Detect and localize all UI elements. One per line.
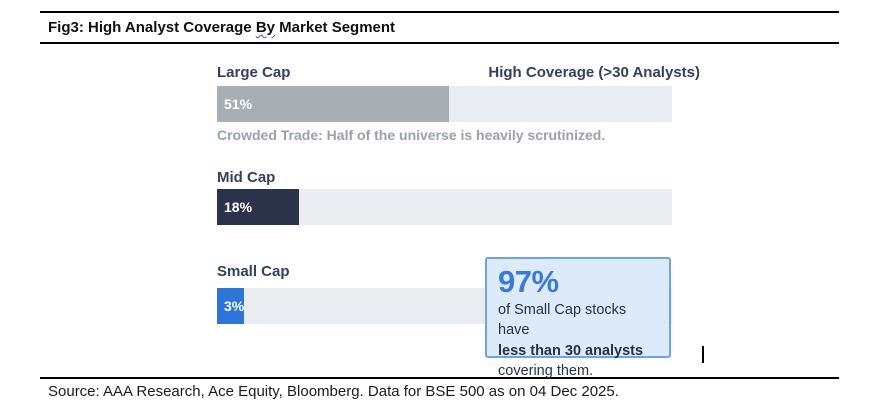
bar-value-large-cap: 51% bbox=[224, 96, 253, 112]
source-line: Source: AAA Research, Ace Equity, Bloomb… bbox=[48, 383, 619, 400]
bar-fill-mid-cap: 18% bbox=[217, 189, 299, 225]
text-cursor bbox=[702, 346, 704, 363]
figure-title: Fig3: High Analyst Coverage By Market Se… bbox=[48, 19, 395, 36]
bar-fill-small-cap: 3% bbox=[217, 288, 244, 324]
figure-title-part3: Market Segment bbox=[275, 19, 396, 36]
bar-label-small-cap: Small Cap bbox=[217, 263, 290, 280]
bar-label-mid-cap: Mid Cap bbox=[217, 169, 276, 186]
bar-label-large-cap: Large Cap bbox=[217, 64, 291, 81]
bar-track-mid-cap: 18% bbox=[217, 189, 672, 225]
figure-title-grammar-underline: By bbox=[255, 19, 276, 36]
bar-fill-large-cap: 51% bbox=[217, 86, 450, 122]
callout-line1: of Small Cap stocks have bbox=[498, 301, 627, 339]
title-bottom-rule bbox=[40, 42, 839, 44]
callout-line3: covering them. bbox=[498, 363, 594, 380]
callout-headline: 97% bbox=[498, 264, 559, 299]
series-header: High Coverage (>30 Analysts) bbox=[488, 64, 700, 81]
callout-line2: less than 30 analysts bbox=[498, 342, 644, 359]
small-cap-callout: 97% of Small Cap stocks have less than 3… bbox=[485, 257, 671, 379]
bar-value-mid-cap: 18% bbox=[224, 199, 253, 215]
top-rule bbox=[40, 11, 839, 13]
large-cap-caption: Crowded Trade: Half of the universe is h… bbox=[217, 127, 606, 143]
bottom-rule bbox=[40, 377, 839, 379]
figure-title-part1: Fig3: High Analyst Coverage bbox=[48, 19, 256, 36]
bar-value-small-cap: 3% bbox=[224, 298, 245, 314]
bar-track-large-cap: 51% bbox=[217, 86, 672, 122]
